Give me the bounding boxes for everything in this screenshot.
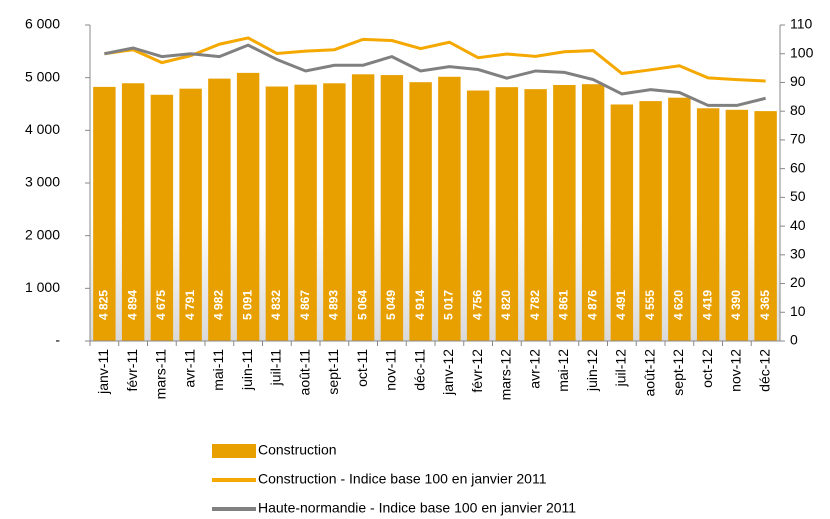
x-tick-label: août-11 [296, 349, 312, 396]
y-tick-label: - [55, 332, 60, 348]
data-label: 4 867 [298, 290, 312, 320]
x-tick-label: juil-11 [268, 349, 284, 387]
bar [495, 87, 519, 341]
x-tick-label: févr-12 [469, 349, 485, 393]
bar [93, 86, 116, 341]
x-tick-label: oct-11 [354, 349, 370, 387]
x-tick-label: nov-12 [728, 349, 744, 392]
legend-label: Construction - Indice base 100 en janvie… [258, 471, 547, 487]
y-tick-label: 3 000 [25, 174, 60, 190]
bar [409, 82, 432, 342]
bar [610, 104, 634, 341]
x-tick-label: juin-12 [584, 349, 600, 392]
bar [380, 75, 404, 341]
plot-area [90, 25, 780, 341]
legend-label: Haute-normandie - Indice base 100 en jan… [258, 500, 576, 516]
x-tick-label: mars-11 [153, 349, 169, 400]
bar [351, 74, 375, 342]
data-label: 4 832 [269, 290, 283, 320]
y-tick-label: 4 000 [25, 121, 60, 137]
y2-tick-label: 90 [790, 73, 806, 89]
x-tick-label: avr-11 [181, 349, 197, 388]
data-label: 4 491 [614, 290, 628, 320]
bar [438, 76, 461, 341]
data-label: 5 091 [240, 290, 254, 320]
data-label: 4 620 [672, 290, 686, 320]
bar [294, 84, 317, 342]
bar [121, 83, 145, 342]
y-tick-label: 1 000 [25, 279, 60, 295]
bar [581, 84, 605, 342]
x-tick-label: avr-12 [526, 349, 542, 389]
y2-tick-label: 50 [790, 188, 806, 204]
legend-swatch [212, 444, 256, 458]
bar [150, 94, 174, 342]
y2-tick-label: 0 [790, 332, 798, 348]
data-label: 4 982 [212, 290, 226, 320]
data-label: 4 894 [125, 290, 139, 320]
x-tick-label: nov-11 [383, 349, 399, 391]
bar [524, 89, 547, 341]
data-label: 4 782 [528, 290, 542, 320]
data-label: 5 017 [442, 290, 456, 320]
data-label: 5 064 [355, 290, 369, 320]
data-label: 4 555 [643, 290, 657, 320]
bar [668, 97, 691, 342]
data-label: 4 365 [758, 290, 772, 320]
y2-tick-label: 70 [790, 131, 806, 147]
data-label: 4 675 [154, 290, 168, 320]
data-label: 4 756 [470, 290, 484, 320]
data-label: 4 820 [499, 290, 513, 320]
x-tick-label: oct-12 [699, 349, 715, 388]
x-tick-label: mai-12 [555, 349, 571, 392]
data-label: 4 876 [585, 290, 599, 320]
y-tick-label: 2 000 [25, 226, 60, 242]
data-label: 4 791 [183, 290, 197, 320]
data-label: 4 861 [557, 290, 571, 320]
bar [639, 101, 662, 341]
y2-tick-label: 20 [790, 274, 806, 290]
bar [208, 78, 231, 341]
line [104, 43, 766, 107]
data-label: 4 825 [97, 290, 111, 320]
data-label: 4 893 [327, 290, 341, 320]
y2-tick-label: 100 [790, 44, 814, 60]
bar [236, 72, 260, 342]
y2-tick-label: 30 [790, 246, 806, 262]
y2-tick-label: 80 [790, 102, 806, 118]
bar [696, 108, 720, 342]
x-tick-label: juil-12 [613, 349, 629, 388]
y-tick-label: 5 000 [25, 68, 60, 84]
bar [265, 86, 289, 341]
y2-tick-label: 10 [790, 303, 806, 319]
bar [323, 83, 346, 341]
bar [553, 84, 576, 341]
data-label: 4 419 [700, 290, 714, 320]
x-tick-label: sept-11 [325, 349, 341, 395]
bar [725, 109, 749, 341]
x-tick-label: févr-11 [124, 349, 140, 392]
x-tick-label: août-12 [641, 349, 657, 397]
x-tick-label: mai-11 [210, 349, 226, 391]
data-label: 5 049 [384, 290, 398, 320]
bar [754, 111, 777, 341]
y2-tick-label: 110 [790, 16, 813, 32]
data-label: 4 914 [413, 290, 427, 320]
x-tick-label: déc-11 [411, 349, 427, 391]
bar [179, 88, 202, 341]
x-tick-label: janv-11 [95, 349, 111, 395]
legend-label: Construction [258, 442, 337, 458]
y-tick-label: 6 000 [25, 16, 60, 32]
y2-tick-label: 60 [790, 159, 806, 175]
x-tick-label: déc-12 [756, 349, 772, 392]
line [104, 36, 766, 83]
x-tick-label: juin-11 [239, 349, 255, 391]
x-tick-label: sept-12 [670, 349, 686, 396]
y2-tick-label: 40 [790, 217, 806, 233]
data-label: 4 390 [729, 290, 743, 320]
bar [466, 90, 490, 341]
x-tick-label: janv-12 [440, 349, 456, 396]
x-tick-label: mars-12 [498, 349, 514, 401]
